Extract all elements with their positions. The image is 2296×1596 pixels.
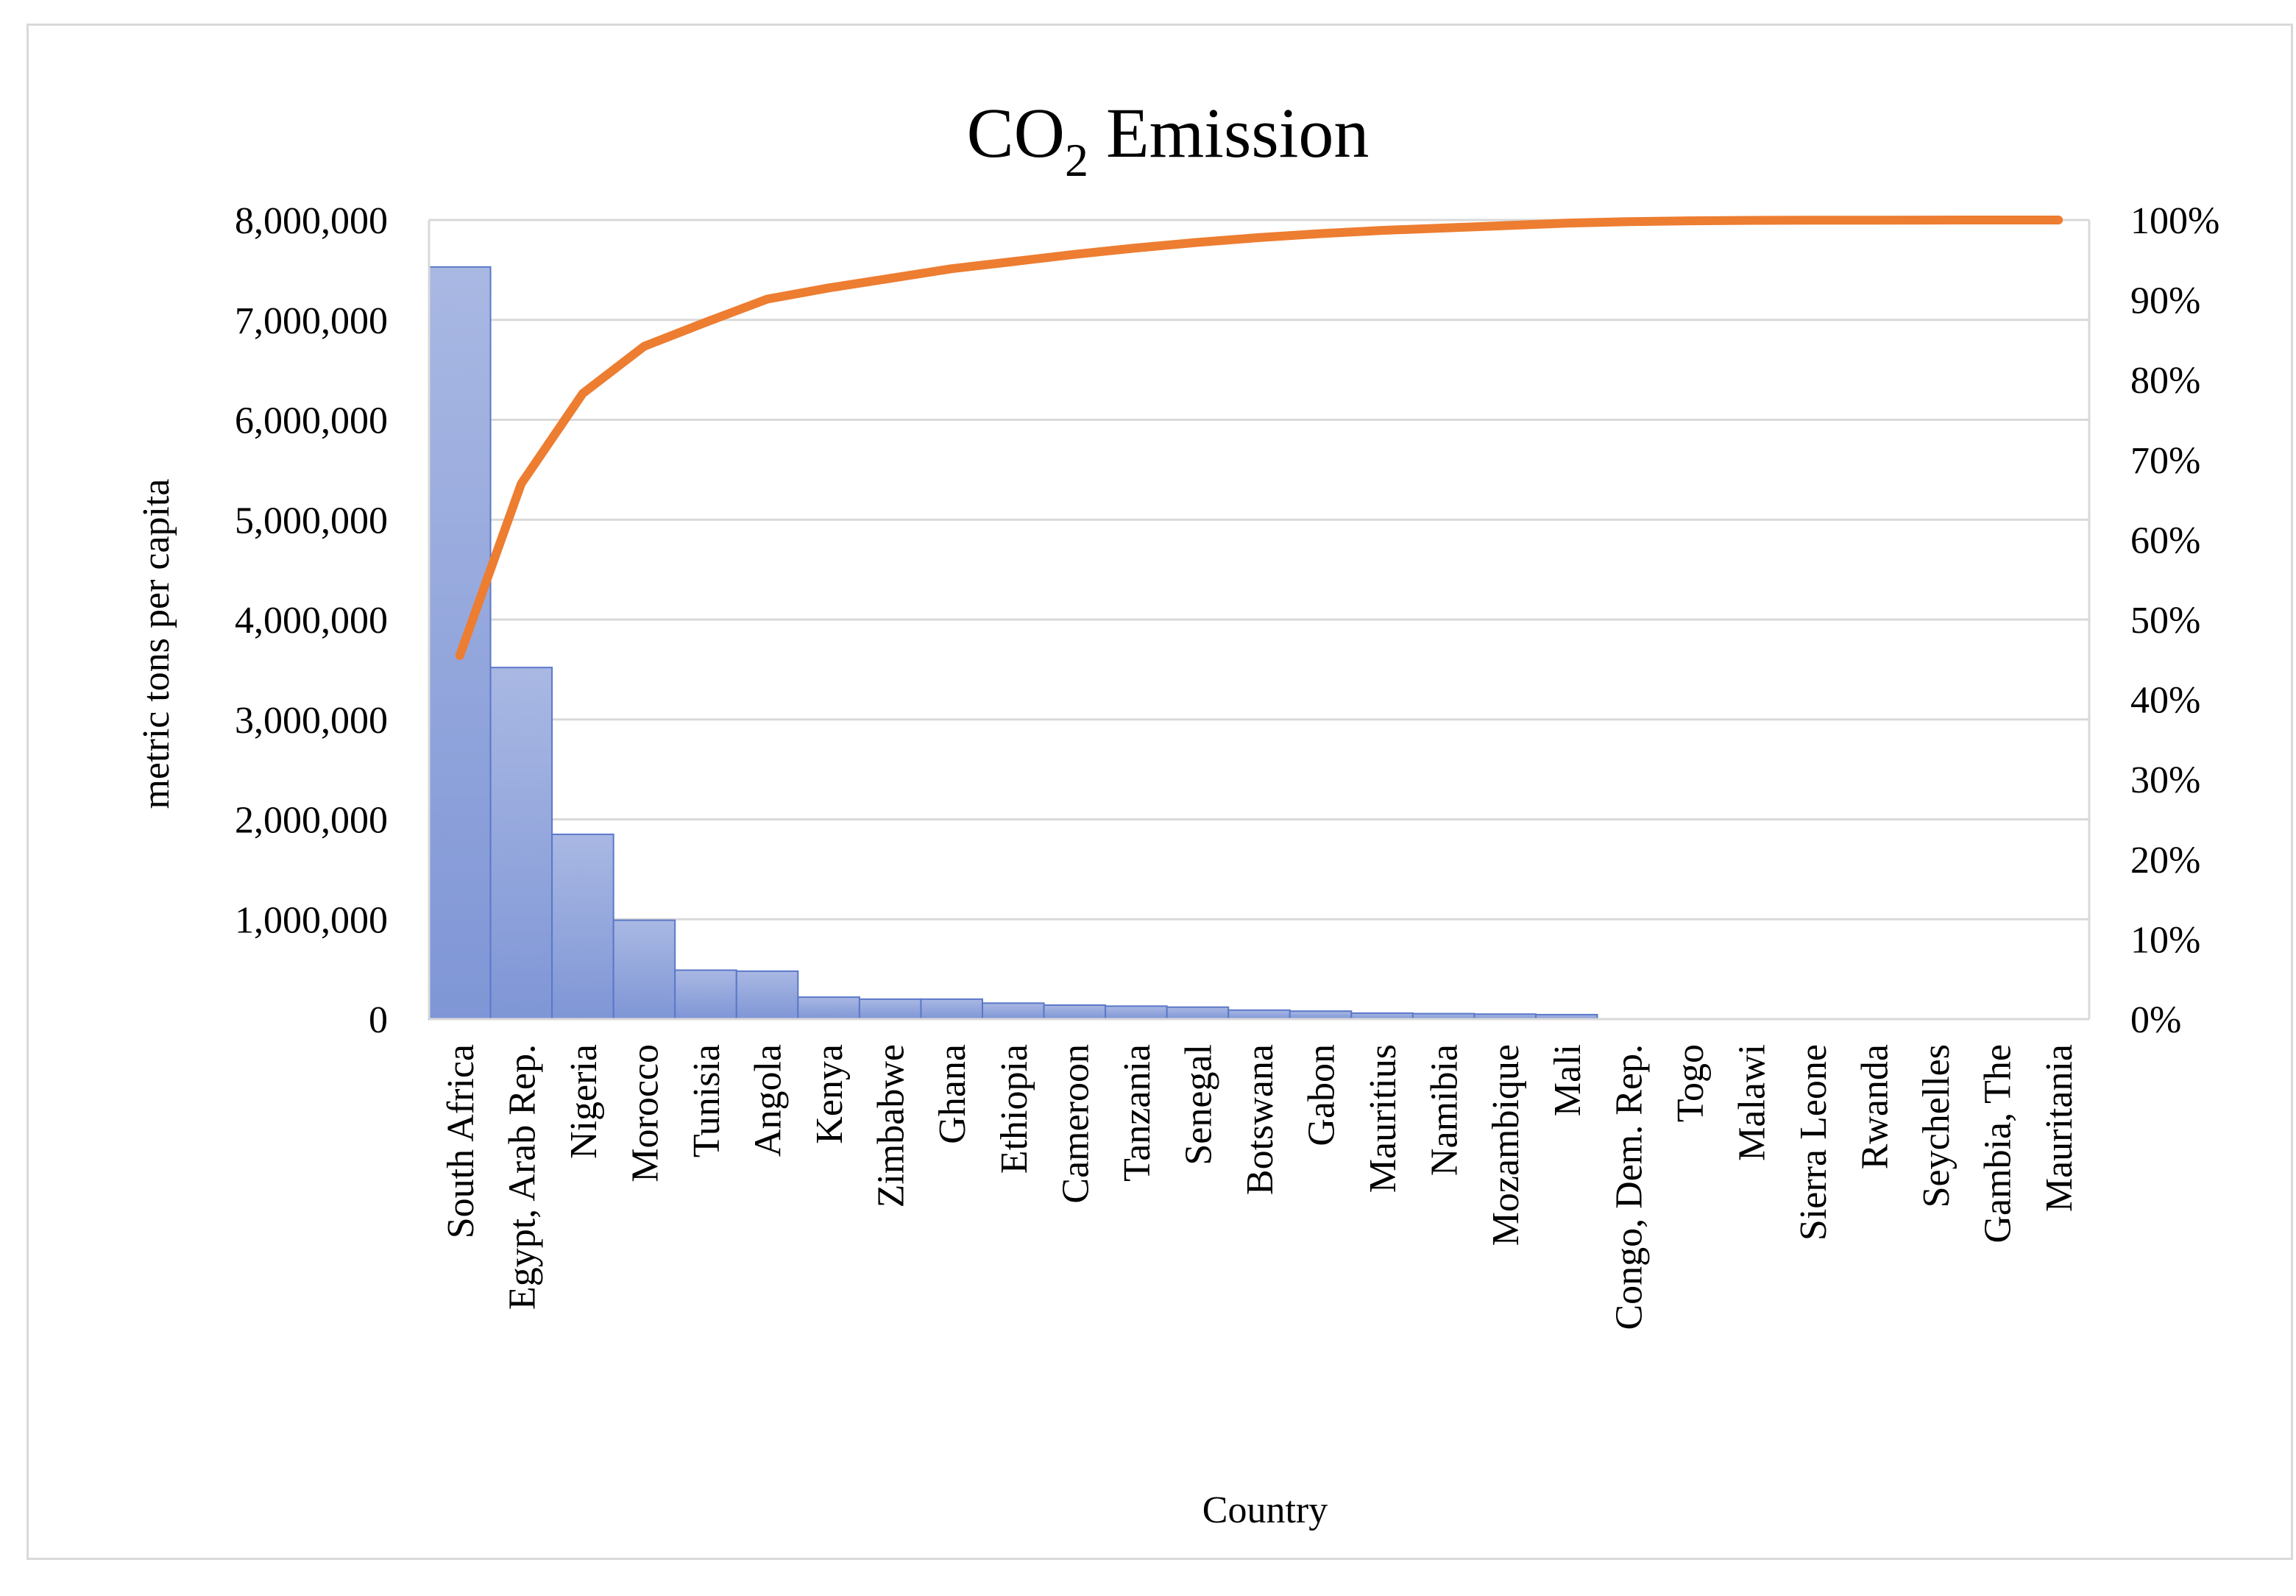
secondary-y-axis-tick-labels: 0% 10% 20% 30% 40% 50% 60% 70% 80% 90% 100% — [2130, 200, 2219, 1041]
y2-tick-label: 30% — [2130, 759, 2200, 801]
x-tick-label: Senegal — [1177, 1044, 1219, 1166]
x-tick-label: Gabon — [1301, 1044, 1343, 1146]
y-tick-label: 4,000,000 — [235, 600, 388, 642]
y2-tick-label: 50% — [2130, 600, 2200, 642]
y-tick-label: 0 — [369, 999, 388, 1041]
x-tick-label: Mali — [1547, 1044, 1589, 1116]
y2-tick-label: 90% — [2130, 280, 2200, 322]
chart-frame: CO2 Emission 0 1,000,000 2,000,000 3,000,00… — [26, 24, 2293, 1560]
x-tick-label: Seychelles — [1916, 1044, 1957, 1207]
chart-title-rest: Emission — [1088, 93, 1369, 172]
x-tick-label: Ethiopia — [993, 1044, 1035, 1174]
x-tick-label: Malawi — [1731, 1044, 1773, 1161]
bar — [428, 266, 492, 1020]
x-tick-label: South Africa — [440, 1044, 482, 1238]
x-tick-label: Egypt, Arab Rep. — [501, 1044, 543, 1310]
chart-title: CO2 Emission — [967, 93, 1370, 186]
x-tick-label: Nigeria — [563, 1044, 605, 1159]
bar-series — [428, 266, 1598, 1021]
x-tick-label: Botswana — [1239, 1044, 1281, 1195]
axes — [428, 220, 2091, 1021]
cumulative-line — [455, 216, 2063, 660]
y-axis-tick-labels: 0 1,000,000 2,000,000 3,000,000 4,000,000 5,0… — [235, 200, 388, 1041]
y2-tick-label: 20% — [2130, 840, 2200, 882]
x-tick-label: Rwanda — [1854, 1044, 1896, 1169]
x-tick-label: Cameroon — [1055, 1044, 1096, 1204]
x-tick-label: Tanzania — [1116, 1044, 1158, 1182]
y-tick-label: 1,000,000 — [235, 899, 388, 941]
y-axis-title: metric tons per capita — [135, 478, 177, 809]
x-tick-label: Congo, Dem. Rep. — [1608, 1044, 1650, 1330]
x-tick-label: Angola — [748, 1044, 790, 1157]
x-tick-label: Ghana — [932, 1044, 974, 1144]
x-tick-label: Mauritius — [1362, 1044, 1404, 1193]
x-axis-title: Country — [1202, 1489, 1328, 1531]
bar — [797, 996, 860, 1021]
bar — [1289, 1010, 1353, 1021]
bar — [612, 919, 676, 1021]
bar — [489, 667, 553, 1020]
x-tick-label: Mauritania — [2038, 1044, 2080, 1212]
y2-tick-label: 0% — [2130, 999, 2181, 1041]
bar — [982, 1002, 1045, 1021]
x-tick-label: Namibia — [1424, 1044, 1466, 1176]
y-tick-label: 6,000,000 — [235, 400, 388, 442]
cumulative-line-series — [455, 216, 2063, 660]
co2-pareto-chart: CO2 Emission 0 1,000,000 2,000,000 3,000,00… — [135, 93, 2219, 1531]
y2-tick-label: 100% — [2130, 200, 2219, 242]
y2-tick-label: 80% — [2130, 360, 2200, 402]
bar — [920, 998, 984, 1020]
chart-title-subscript: 2 — [1065, 134, 1088, 186]
chart-title-main: CO — [967, 93, 1065, 172]
x-tick-label: Mozambique — [1485, 1044, 1527, 1246]
gridlines — [429, 219, 2089, 1021]
bar — [1227, 1009, 1291, 1020]
x-tick-label: Kenya — [809, 1044, 851, 1144]
x-tick-label: Morocco — [624, 1044, 666, 1182]
x-tick-label: Sierra Leone — [1793, 1044, 1835, 1241]
bar — [674, 969, 737, 1021]
y-tick-label: 2,000,000 — [235, 800, 388, 842]
y-tick-label: 7,000,000 — [235, 300, 388, 342]
y-tick-label: 8,000,000 — [235, 200, 388, 242]
x-tick-label: Zimbabwe — [871, 1044, 913, 1207]
x-axis-tick-labels: South Africa Egypt, Arab Rep. Nigeria Moroc… — [440, 1044, 2080, 1330]
x-tick-label: Gambia, The — [1977, 1044, 2019, 1244]
bar — [1043, 1004, 1107, 1020]
bar — [1166, 1006, 1230, 1020]
y2-tick-label: 60% — [2130, 519, 2200, 561]
bar — [551, 833, 614, 1021]
y2-tick-label: 40% — [2130, 680, 2200, 722]
bar — [858, 998, 922, 1020]
x-tick-label: Togo — [1670, 1044, 1712, 1122]
x-tick-label: Tunisia — [686, 1044, 728, 1157]
y-tick-label: 5,000,000 — [235, 500, 388, 542]
bar — [735, 970, 799, 1020]
bar — [1105, 1005, 1168, 1021]
y-tick-label: 3,000,000 — [235, 700, 388, 742]
y2-tick-label: 70% — [2130, 440, 2200, 482]
y2-tick-label: 10% — [2130, 919, 2200, 961]
